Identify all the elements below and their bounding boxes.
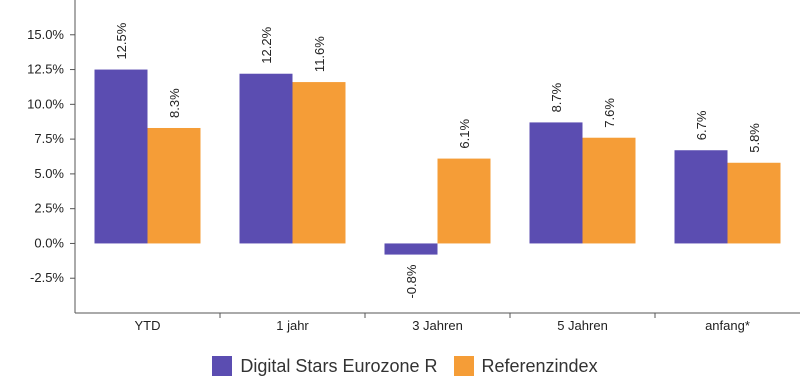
x-tick-label: 5 Jahren <box>557 318 608 333</box>
data-label-series-2: 5.8% <box>747 123 762 153</box>
data-label-series-1: 12.5% <box>114 22 129 59</box>
data-label-series-2: 11.6% <box>312 36 327 72</box>
x-tick-label: 1 jahr <box>276 318 309 333</box>
bar-series-2 <box>292 82 346 244</box>
data-label-series-1: 8.7% <box>549 82 564 112</box>
y-tick-label: 2.5% <box>34 201 64 216</box>
bar-chart: -2.5% 0.0% 2.5% 5.0% 7.5% 10.0% 12.5% 15.0% YTD 1… <box>27 0 800 333</box>
legend-swatch-series-1 <box>212 356 233 376</box>
data-label-series-2: 7.6% <box>602 98 617 128</box>
bar-series-2 <box>147 127 201 244</box>
y-tick-label: 15.0% <box>27 27 64 42</box>
y-tick-label: 7.5% <box>34 131 64 146</box>
legend-label-series-1: Digital Stars Eurozone R <box>240 355 438 376</box>
bar-series-2 <box>437 158 491 244</box>
data-label-series-1: -0.8% <box>404 264 419 298</box>
y-tick-label: -2.5% <box>30 270 64 285</box>
x-tick-label: YTD <box>135 318 161 333</box>
data-label-series-1: 12.2% <box>259 26 274 63</box>
data-label-series-2: 8.3% <box>167 88 182 118</box>
data-labels: 12.5% 12.2% -0.8% 8.7% 6.7% 8.3% 11.6% 6.1% 7.6%… <box>114 22 762 298</box>
data-label-series-2: 6.1% <box>457 119 472 149</box>
data-label-series-1: 6.7% <box>694 110 709 140</box>
legend-label-series-2: Referenzindex <box>481 355 598 376</box>
y-tick-label: 0.0% <box>34 235 64 250</box>
x-tick-label: anfang* <box>705 318 750 333</box>
legend-item-series-1: Digital Stars Eurozone R <box>212 355 438 377</box>
legend-item-series-2: Referenzindex <box>453 355 598 377</box>
y-tick-label: 10.0% <box>27 96 64 111</box>
y-tick-label: 5.0% <box>34 166 64 181</box>
bar-series-2 <box>582 137 636 244</box>
bar-series-1 <box>239 73 293 244</box>
bar-series-1 <box>94 69 148 244</box>
bar-series-1 <box>674 150 728 244</box>
axes: -2.5% 0.0% 2.5% 5.0% 7.5% 10.0% 12.5% 15.0% YTD 1… <box>27 0 800 333</box>
bar-series-1 <box>384 243 438 255</box>
legend: Digital Stars Eurozone R Referenzindex <box>0 349 810 383</box>
bar-series-1 <box>529 122 583 244</box>
x-tick-label: 3 Jahren <box>412 318 463 333</box>
bar-series-2 <box>727 162 781 244</box>
bars <box>94 69 781 255</box>
y-tick-label: 12.5% <box>27 62 64 77</box>
legend-swatch-series-2 <box>453 356 474 376</box>
